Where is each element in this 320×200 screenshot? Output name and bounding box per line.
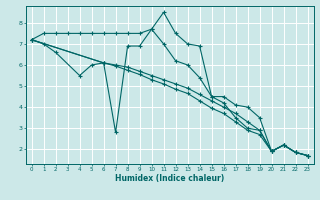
X-axis label: Humidex (Indice chaleur): Humidex (Indice chaleur): [115, 174, 224, 183]
